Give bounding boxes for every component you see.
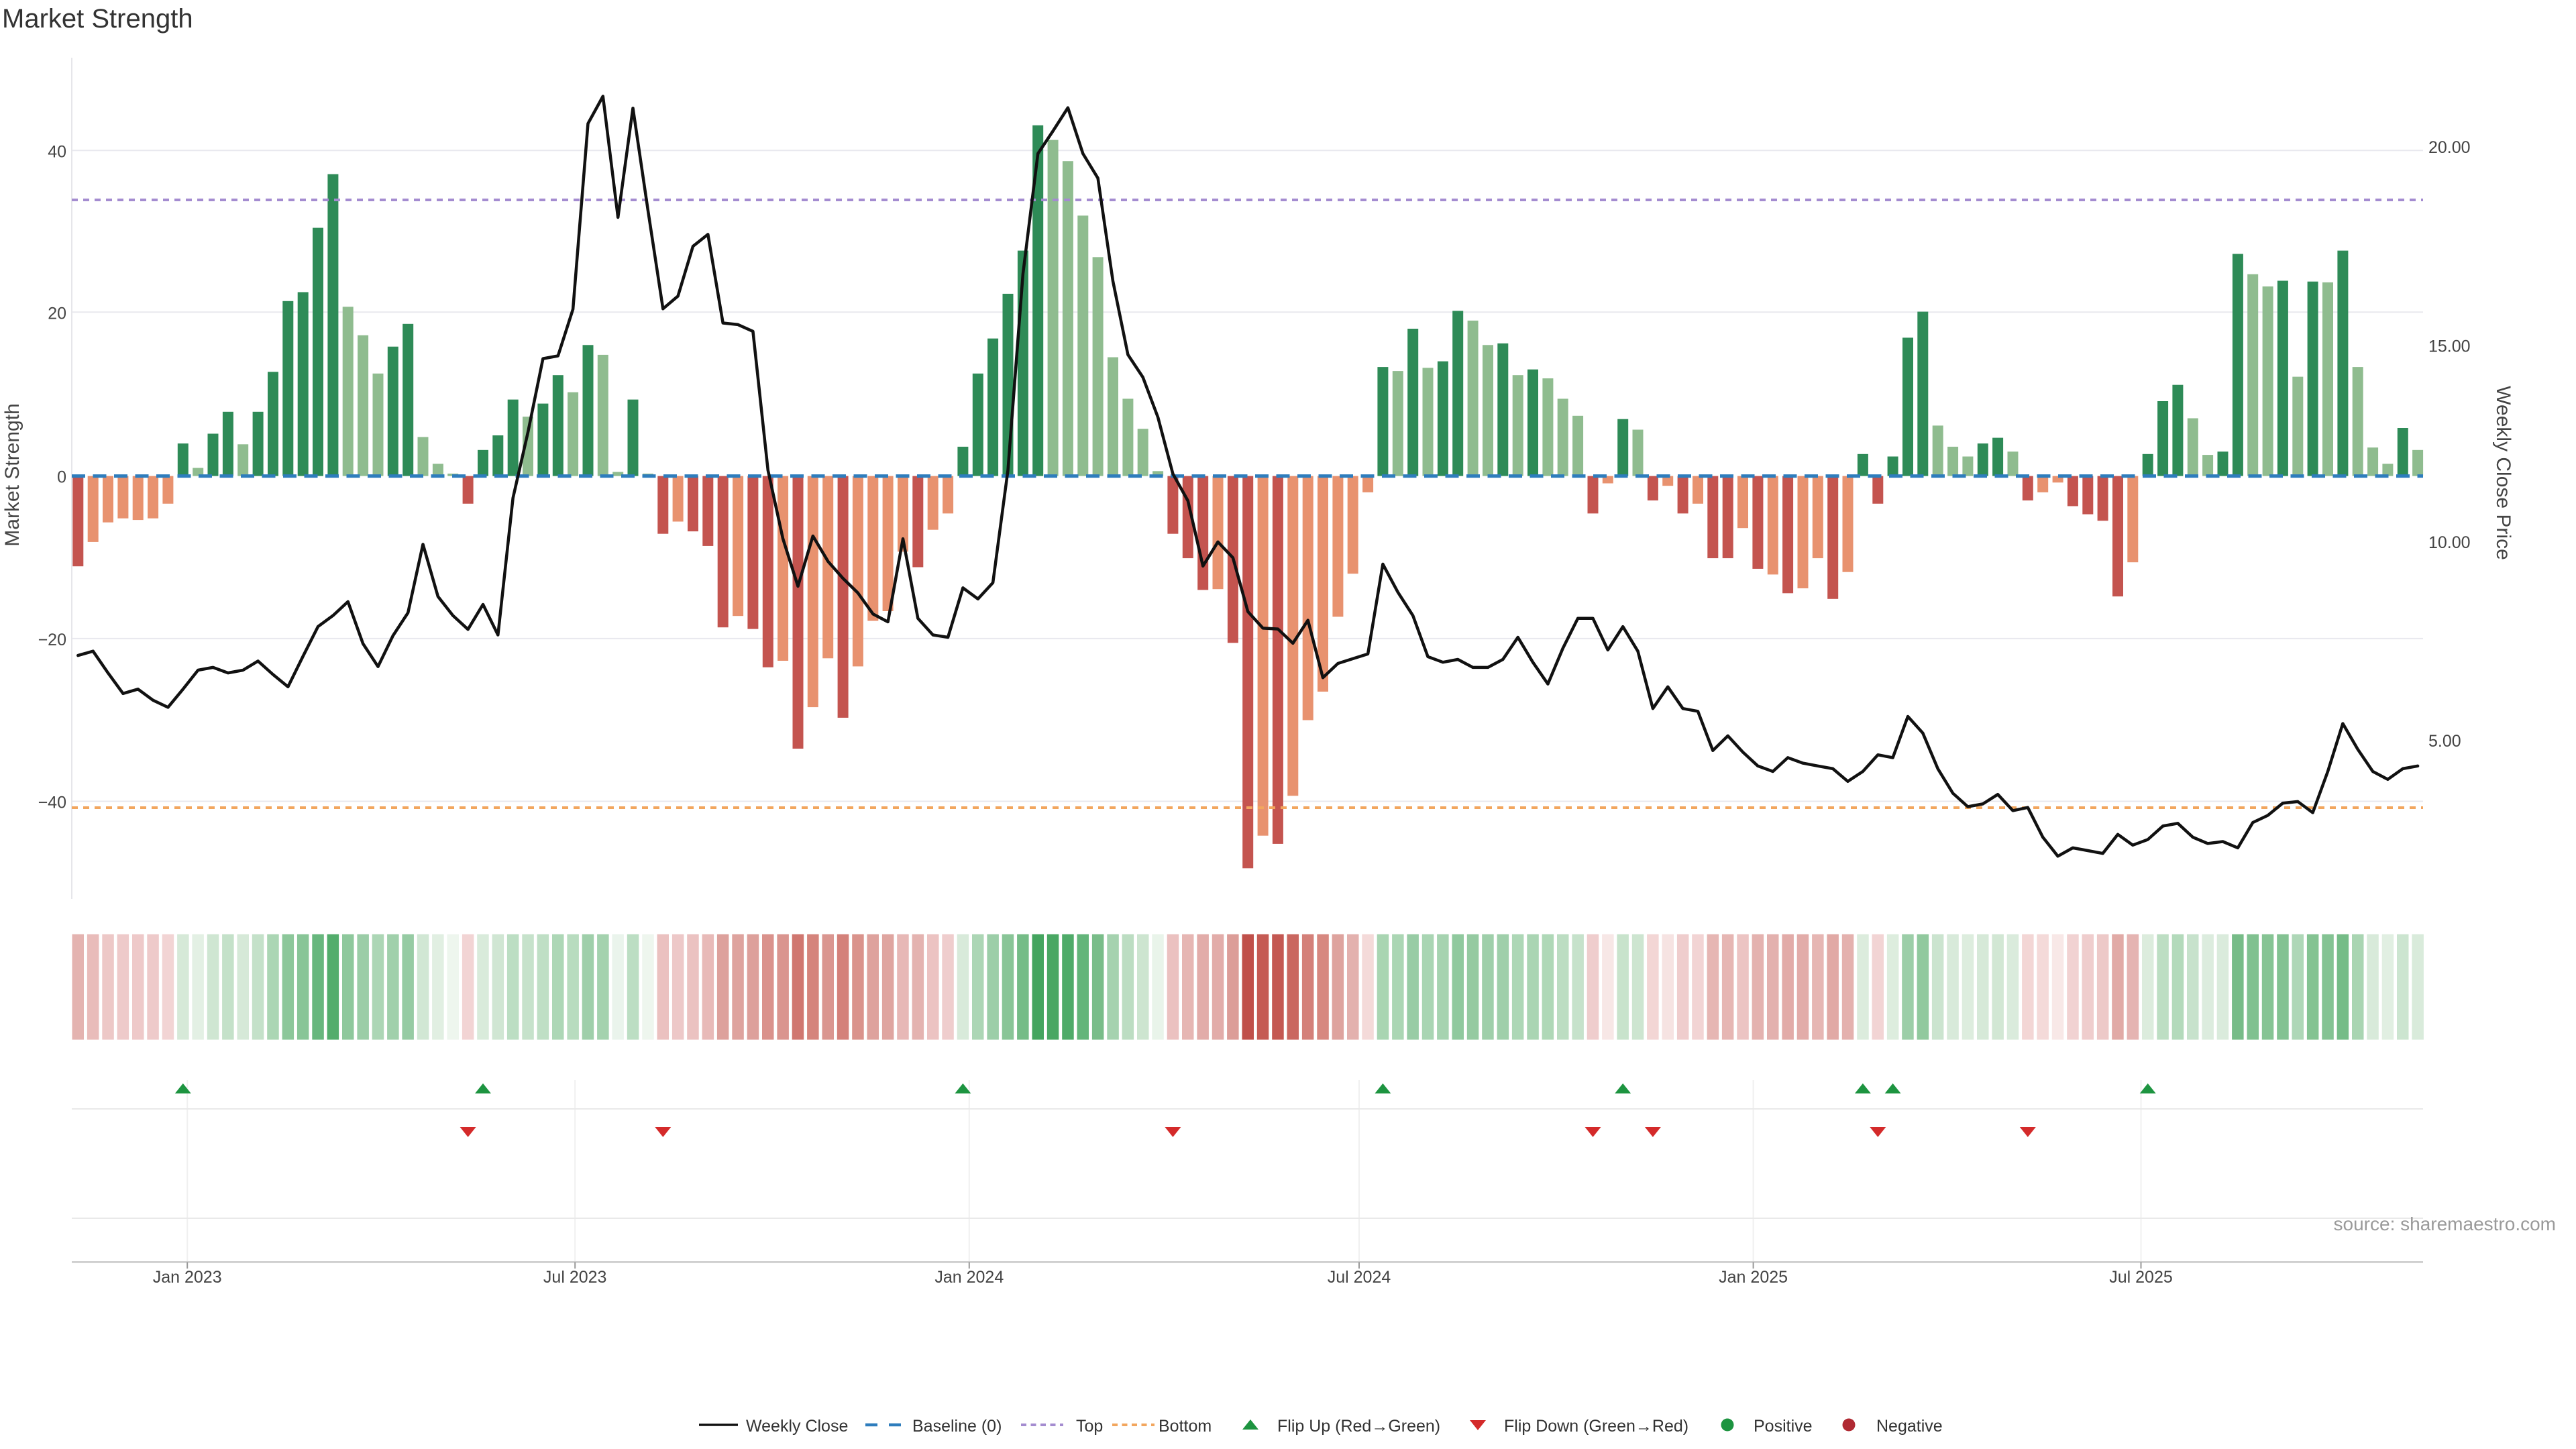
svg-text:Jul 2024: Jul 2024 xyxy=(1328,1268,1391,1287)
svg-text:−20: −20 xyxy=(38,631,66,649)
svg-text:Market Strength: Market Strength xyxy=(2,4,193,34)
svg-text:Market Strength: Market Strength xyxy=(1,403,23,546)
svg-text:Flip Down (Green→Red): Flip Down (Green→Red) xyxy=(1504,1417,1688,1436)
svg-text:Positive: Positive xyxy=(1754,1417,1813,1436)
svg-text:−40: −40 xyxy=(38,794,66,812)
svg-text:Jan 2025: Jan 2025 xyxy=(1719,1268,1788,1287)
svg-text:10.00: 10.00 xyxy=(2428,533,2471,552)
svg-text:Weekly Close Price: Weekly Close Price xyxy=(2492,386,2514,560)
svg-text:Bottom: Bottom xyxy=(1159,1417,1212,1436)
svg-text:Jan 2024: Jan 2024 xyxy=(934,1268,1004,1287)
svg-text:5.00: 5.00 xyxy=(2428,732,2461,751)
svg-text:20.00: 20.00 xyxy=(2428,138,2471,157)
svg-text:20: 20 xyxy=(48,304,66,323)
svg-text:40: 40 xyxy=(48,142,66,161)
svg-text:Baseline (0): Baseline (0) xyxy=(912,1417,1002,1436)
svg-text:Jul 2025: Jul 2025 xyxy=(2109,1268,2173,1287)
svg-text:Top: Top xyxy=(1076,1417,1103,1436)
svg-text:Flip Up (Red→Green): Flip Up (Red→Green) xyxy=(1277,1417,1440,1436)
svg-text:Jul 2023: Jul 2023 xyxy=(543,1268,607,1287)
svg-text:source: sharemaestro.com: source: sharemaestro.com xyxy=(2334,1214,2556,1234)
svg-text:Negative: Negative xyxy=(1876,1417,1943,1436)
svg-text:0: 0 xyxy=(57,468,66,487)
svg-text:Weekly Close: Weekly Close xyxy=(746,1417,848,1436)
svg-text:15.00: 15.00 xyxy=(2428,337,2471,356)
svg-text:Jan 2023: Jan 2023 xyxy=(153,1268,222,1287)
